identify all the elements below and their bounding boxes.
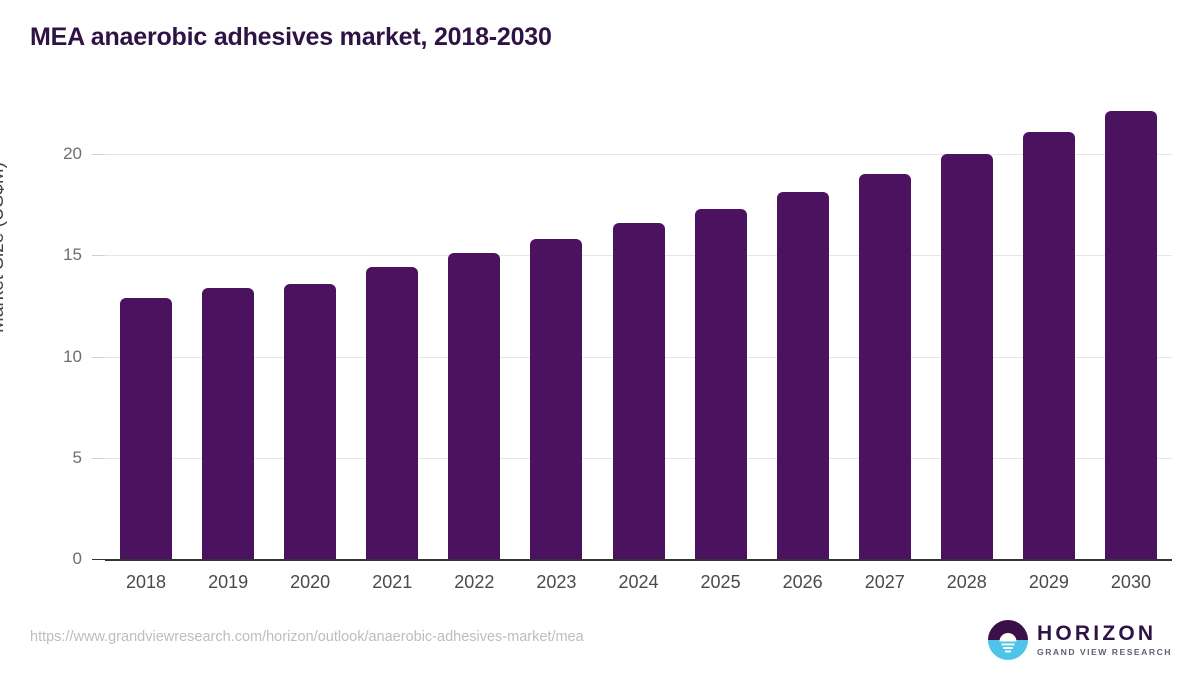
x-axis-tick-label: 2022 bbox=[454, 572, 495, 592]
horizon-logo[interactable]: HORIZON GRAND VIEW RESEARCH bbox=[988, 618, 1172, 662]
x-axis-tick-label: 2018 bbox=[126, 572, 167, 592]
bar[interactable] bbox=[612, 222, 665, 559]
bar[interactable] bbox=[366, 267, 419, 559]
plot-area bbox=[105, 90, 1172, 559]
x-axis-tick-label: 2030 bbox=[1110, 572, 1151, 592]
x-axis-tick-label: 2020 bbox=[290, 572, 331, 592]
horizon-sun-icon bbox=[988, 620, 1029, 660]
bar[interactable] bbox=[1022, 131, 1075, 559]
x-axis-tick-label: 2026 bbox=[782, 572, 823, 592]
bar[interactable] bbox=[530, 239, 583, 559]
y-axis-tick-mark bbox=[92, 559, 105, 560]
bar[interactable] bbox=[284, 283, 337, 559]
page-title: MEA anaerobic adhesives market, 2018-203… bbox=[30, 23, 552, 51]
source-url[interactable]: https://www.grandviewresearch.com/horizo… bbox=[30, 629, 584, 645]
logo-name: HORIZON bbox=[1037, 622, 1157, 646]
x-axis-tick-label: 2024 bbox=[618, 572, 659, 592]
x-axis-tick-label: 2029 bbox=[1028, 572, 1069, 592]
bar[interactable] bbox=[202, 287, 255, 559]
y-axis-tick-label: 20 bbox=[63, 144, 82, 163]
gridline bbox=[105, 154, 1172, 155]
logo-tagline: GRAND VIEW RESEARCH bbox=[1037, 647, 1172, 658]
y-axis-tick-label: 15 bbox=[63, 245, 82, 265]
bar[interactable] bbox=[858, 174, 911, 559]
y-axis-tick-label: 0 bbox=[72, 549, 82, 568]
logo-text: HORIZON GRAND VIEW RESEARCH bbox=[1037, 623, 1172, 657]
x-axis-tick-label: 2025 bbox=[700, 572, 741, 592]
bar[interactable] bbox=[1104, 111, 1157, 559]
y-axis-tick-label: 10 bbox=[63, 346, 82, 366]
x-axis-line bbox=[105, 559, 1172, 561]
x-axis-tick-label: 2028 bbox=[946, 572, 987, 592]
bar[interactable] bbox=[448, 253, 501, 559]
bar[interactable] bbox=[776, 192, 829, 559]
x-axis-tick-label: 2027 bbox=[864, 572, 905, 592]
y-axis-tick-label: 5 bbox=[72, 447, 82, 467]
y-axis-tick-mark bbox=[92, 255, 105, 257]
bar[interactable] bbox=[694, 208, 747, 559]
y-axis-tick-mark bbox=[92, 154, 105, 155]
x-axis-tick-label: 2021 bbox=[372, 572, 413, 592]
bar[interactable] bbox=[120, 297, 173, 559]
y-axis-label: Market Size (US$M) bbox=[0, 161, 8, 333]
x-axis-tick-label: 2019 bbox=[208, 572, 249, 592]
y-axis-tick-mark bbox=[92, 457, 105, 459]
x-axis-tick-label: 2023 bbox=[536, 572, 577, 592]
y-axis-tick-mark bbox=[92, 356, 105, 358]
bar[interactable] bbox=[940, 154, 993, 559]
